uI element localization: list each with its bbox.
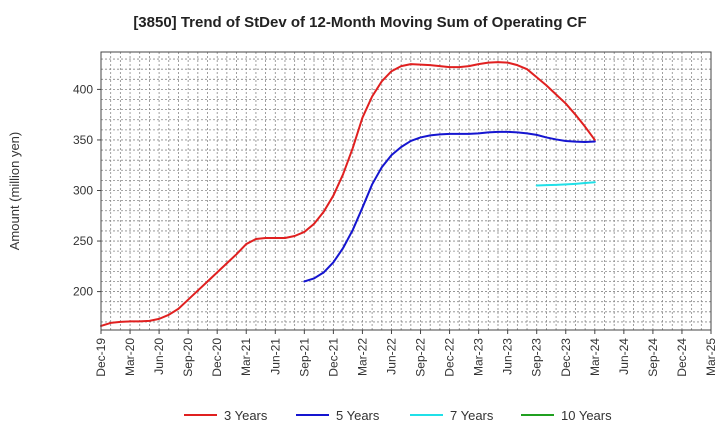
x-tick-label: Sep-24 <box>646 338 660 377</box>
x-tick-label: Dec-22 <box>443 338 457 377</box>
legend: 3 Years 5 Years 7 Years 10 Years <box>184 408 612 423</box>
x-axis-ticks: Dec-19 Mar-20 Jun-20 Sep-20 Dec-20 Mar-21 Jun-… <box>94 330 718 377</box>
x-tick-label: Dec-21 <box>326 338 340 377</box>
x-tick-label: Sep-23 <box>530 338 544 377</box>
y-tick-label: 250 <box>73 234 93 248</box>
plot-area <box>101 52 711 330</box>
x-tick-label: Dec-20 <box>210 338 224 377</box>
x-tick-label: Sep-20 <box>181 338 195 377</box>
y-axis-ticks: 200 250 300 350 400 <box>73 82 101 299</box>
x-tick-label: Mar-23 <box>472 338 486 376</box>
legend-label-1: 3 Years <box>224 408 268 423</box>
x-tick-label: Dec-23 <box>559 338 573 377</box>
x-tick-label: Mar-24 <box>588 338 602 376</box>
y-tick-label: 200 <box>73 285 93 299</box>
legend-label-3: 7 Years <box>450 408 494 423</box>
x-tick-label: Mar-20 <box>123 338 137 376</box>
y-tick-label: 350 <box>73 133 93 147</box>
chart-title: [3850] Trend of StDev of 12-Month Moving… <box>133 14 587 31</box>
legend-label-4: 10 Years <box>561 408 612 423</box>
x-tick-label: Sep-21 <box>297 338 311 377</box>
x-tick-label: Jun-22 <box>384 338 398 375</box>
x-tick-label: Jun-21 <box>268 338 282 375</box>
x-tick-label: Sep-22 <box>414 338 428 377</box>
plot-frame <box>100 51 712 331</box>
series-line-1 <box>100 61 596 327</box>
x-tick-label: Mar-22 <box>355 338 369 376</box>
legend-label-2: 5 Years <box>336 408 380 423</box>
x-tick-label: Jun-23 <box>501 338 515 375</box>
x-tick-label: Jun-20 <box>152 338 166 375</box>
x-tick-label: Dec-24 <box>675 338 689 377</box>
y-axis-label: Amount (million yen) <box>7 132 22 251</box>
series-layer <box>100 61 596 327</box>
y-tick-label: 300 <box>73 183 93 197</box>
x-tick-label: Dec-19 <box>94 338 108 377</box>
x-tick-label: Mar-25 <box>704 338 718 376</box>
x-tick-label: Jun-24 <box>617 338 631 375</box>
x-tick-label: Mar-21 <box>239 338 253 376</box>
grid <box>100 52 712 330</box>
y-tick-label: 400 <box>73 82 93 96</box>
